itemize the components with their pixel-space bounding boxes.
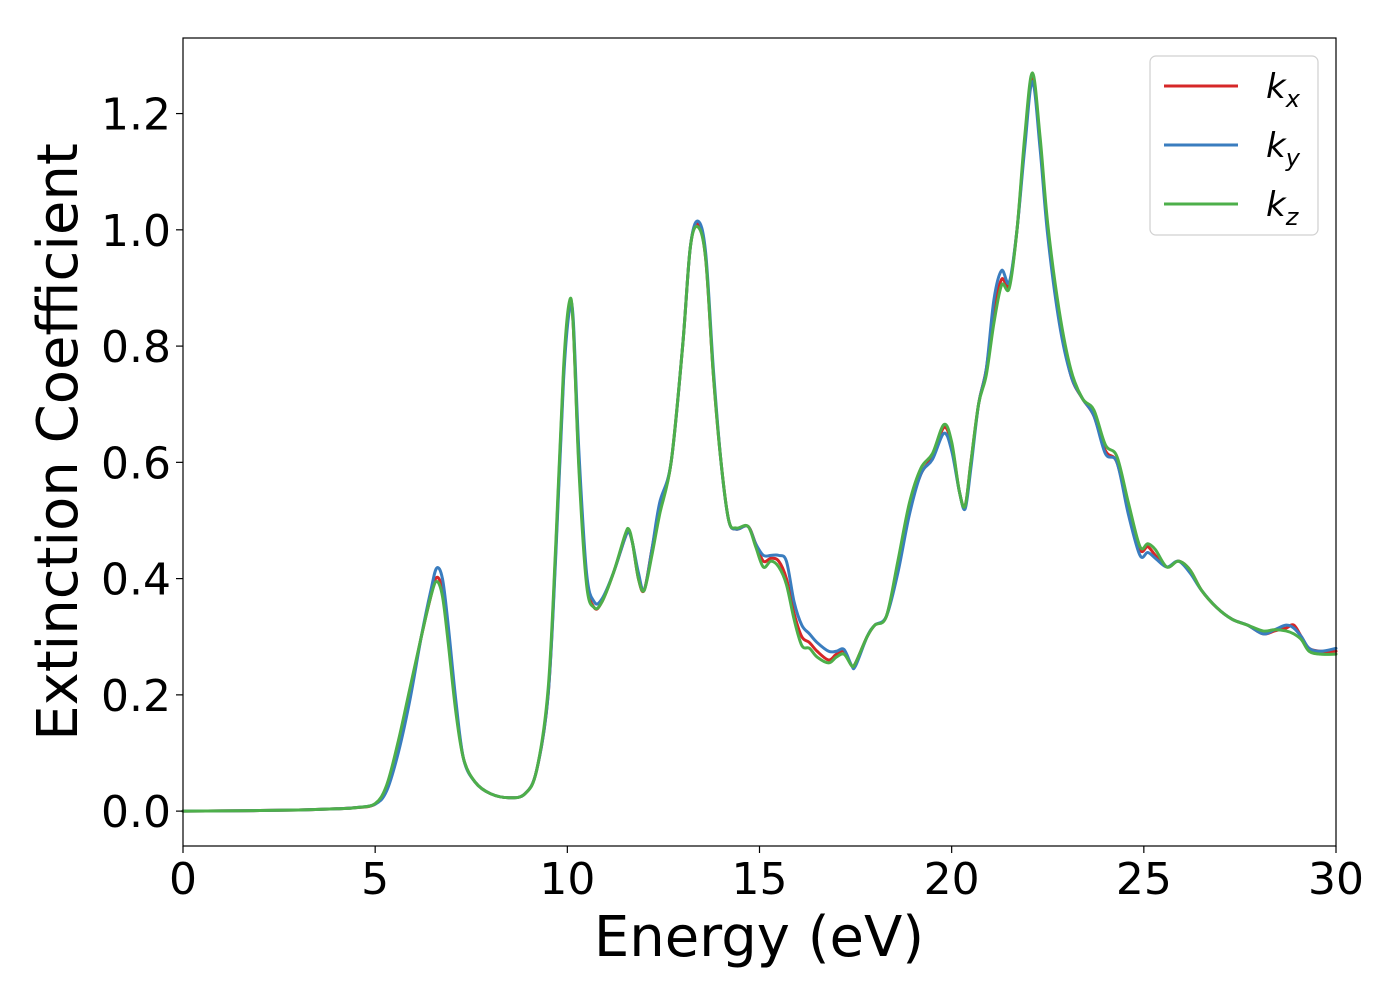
legend-label-z: kz	[1266, 185, 1300, 231]
series-layer	[181, 71, 1338, 813]
y-tick-label: 0.0	[101, 787, 171, 838]
x-tick-label: 5	[361, 854, 389, 905]
x-tick-label: 15	[732, 854, 788, 905]
legend-label-y: ky	[1266, 126, 1301, 172]
y-tick-label: 1.0	[101, 206, 171, 257]
x-tick-label: 20	[924, 854, 980, 905]
y-tick-label: 0.8	[101, 322, 171, 373]
x-tick-label: 30	[1308, 854, 1364, 905]
x-tick-label: 10	[539, 854, 595, 905]
y-tick-label: 1.2	[101, 90, 171, 141]
x-axis-ticks: 0 5 10 15 20 25 30	[169, 846, 1364, 905]
y-tick-label: 0.6	[101, 438, 171, 489]
x-tick-label: 25	[1116, 854, 1172, 905]
x-axis-label: Energy (eV)	[594, 905, 924, 970]
series-line-z	[181, 71, 1338, 813]
plot-area	[183, 38, 1336, 846]
y-tick-label: 0.2	[101, 671, 171, 722]
y-tick-label: 0.4	[101, 555, 171, 606]
y-axis-ticks: 0.0 0.2 0.4 0.6 0.8 1.0 1.2	[101, 90, 183, 838]
y-axis-label: Extinction Coefficient	[26, 143, 91, 741]
x-tick-label: 0	[169, 854, 197, 905]
legend: kx ky kz	[1149, 55, 1319, 236]
legend-label-x: kx	[1266, 67, 1301, 113]
